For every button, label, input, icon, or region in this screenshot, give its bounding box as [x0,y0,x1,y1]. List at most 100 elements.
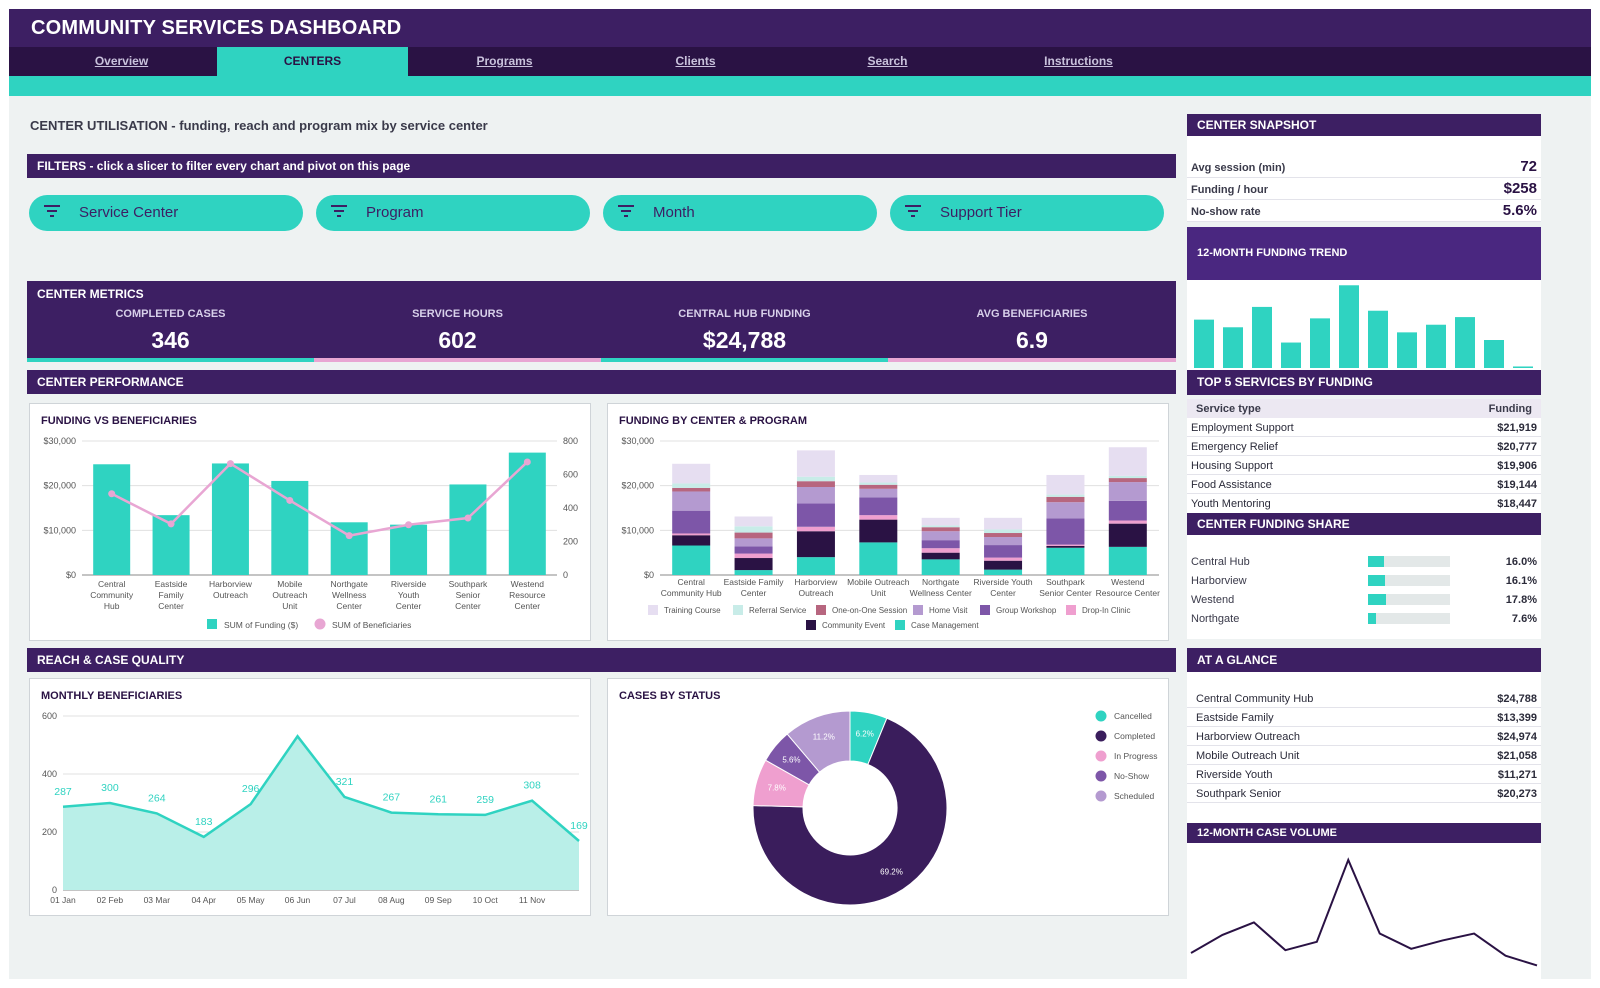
legend-swatch [314,618,326,630]
stack-segment [1108,500,1147,521]
stack-segment [984,537,1023,546]
snapshot-value: $258 [1503,180,1537,197]
stack-segment [796,487,835,504]
section-center-performance: CENTER PERFORMANCE [27,370,1176,394]
x-tick-label: Center [455,601,481,611]
x-tick-label: 03 Mar [144,895,171,905]
beneficiaries-point [464,514,472,522]
slicer-service-center[interactable]: Service Center [29,195,303,231]
slicer-program[interactable]: Program [316,195,590,231]
x-tick-label: Riverside Youth [974,577,1033,587]
legend-label: Training Course [664,606,721,615]
stack-segment [672,487,711,492]
stack-segment [921,517,960,526]
table-row: Food Assistance $19,144 [1187,475,1541,494]
tab-overview[interactable]: Overview [94,54,149,68]
y-tick-label: $30,000 [43,436,76,446]
stack-segment [921,531,960,541]
slicer-month[interactable]: Month [603,195,877,231]
stack-segment [1046,494,1085,497]
kpi-value: 602 [438,327,477,353]
service-funding: $21,919 [1497,422,1537,434]
legend-swatch [207,619,217,629]
stack-segment [796,450,835,477]
share-row: Westend 17.8% [1187,590,1541,609]
y-tick-label: 200 [42,827,57,837]
x-tick-label: Center [158,601,184,611]
stack-segment [859,482,898,485]
service-name: Employment Support [1191,422,1294,434]
stack-segment [734,546,773,554]
legend-swatch [648,605,658,615]
x-tick-label: Unit [871,588,887,598]
x-tick-label: 02 Feb [97,895,124,905]
share-center: Westend [1191,594,1235,606]
x-tick-label: Eastside [155,579,188,589]
snapshot-label: Avg session (min) [1191,162,1286,174]
tab-clients[interactable]: Clients [675,54,716,68]
x-tick-label: 09 Sep [425,895,452,905]
funding-bar [211,463,249,575]
slicer-support-tier[interactable]: Support Tier [890,195,1164,231]
x-tick-label: 10 Oct [473,895,499,905]
x-tick-label: 01 Jan [50,895,76,905]
legend-swatch [1095,790,1107,802]
x-tick-label: Youth [398,590,420,600]
case-volume-header: 12-MONTH CASE VOLUME [1187,823,1541,843]
stack-segment [734,516,773,527]
legend-swatch [1095,710,1107,722]
table-row: Southpark Senior $20,273 [1187,784,1541,803]
service-funding: $19,144 [1497,479,1537,491]
column-header-funding: Funding [1488,403,1532,415]
stack-segment [1046,518,1085,545]
y-tick-label: $0 [66,570,76,580]
x-tick-label: Outreach [272,590,307,600]
share-row: Harborview 16.1% [1187,571,1541,590]
legend-swatch [1095,750,1107,762]
x-tick-label: 08 Aug [378,895,405,905]
stack-segment [921,559,960,575]
share-center: Central Hub [1191,556,1250,568]
funding-bar [390,524,428,575]
stack-segment [984,529,1023,534]
stack-segment [859,542,898,575]
slicer-label: Support Tier [940,204,1022,221]
tab-centers[interactable]: CENTERS [217,47,408,96]
center-snapshot-header: CENTER SNAPSHOT [1187,114,1541,136]
trend-bar [1223,327,1243,368]
table-row: Riverside Youth $11,271 [1187,765,1541,784]
share-bar [1368,613,1450,624]
x-tick-label: Central [677,577,705,587]
stack-segment [796,557,835,575]
stack-segment [1046,496,1085,503]
slicer-label: Service Center [79,204,179,221]
share-bar-fill [1368,575,1385,586]
x-tick-label: Hub [104,601,120,611]
glance-center: Central Community Hub [1196,693,1314,705]
x-tick-label: Center [990,588,1016,598]
slice-label: 6.2% [856,729,874,738]
snapshot-row: No-show rate 5.6% [1187,200,1541,222]
tab-instructions[interactable]: Instructions [1044,54,1113,68]
stack-segment [734,538,773,547]
glance-funding: $24,974 [1497,731,1537,743]
tab-programs[interactable]: Programs [476,54,533,68]
share-row: Northgate 7.6% [1187,609,1541,628]
legend-label: Completed [1114,731,1155,741]
kpi-value: 6.9 [1016,327,1048,353]
beneficiaries-line [111,461,529,537]
data-label: 264 [148,792,166,804]
data-label: 261 [430,793,448,805]
tab-search[interactable]: Search [867,54,908,68]
table-row: Eastside Family $13,399 [1187,708,1541,727]
stack-segment [984,533,1023,538]
chart-funding-vs-beneficiaries: FUNDING VS BENEFICIARIES $0 $10,000 $20,00… [29,403,591,641]
chart-title: MONTHLY BENEFICIARIES [41,690,183,702]
legend-label: Community Event [822,621,886,630]
slicer-label: Month [653,204,695,221]
snapshot-value: 72 [1520,158,1537,175]
funding-bar [271,480,309,575]
y2-tick-label: 800 [563,436,578,446]
chart-cases-by-status: CASES BY STATUS 6.2% 69.2% 7.8% 5.6% 11.2% Ca… [607,678,1169,916]
service-name: Youth Mentoring [1191,498,1271,510]
